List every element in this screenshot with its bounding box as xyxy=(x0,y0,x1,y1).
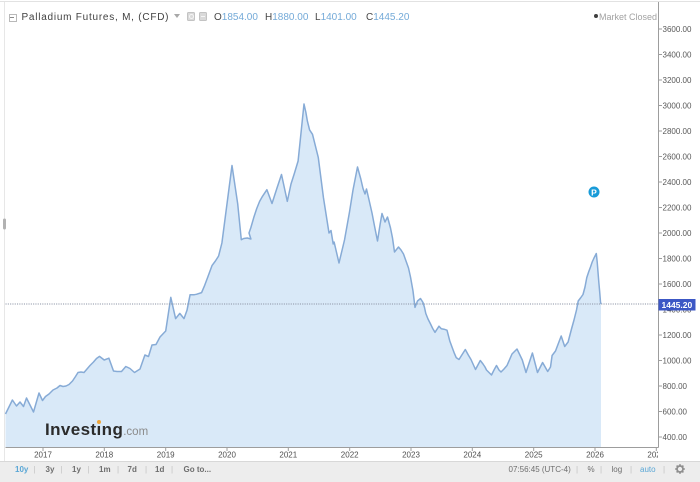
svg-text:800.00: 800.00 xyxy=(663,382,688,391)
svg-text:1800.00: 1800.00 xyxy=(663,254,692,263)
svg-text:2020: 2020 xyxy=(218,450,236,459)
svg-text:2017: 2017 xyxy=(34,450,52,459)
svg-text:2025: 2025 xyxy=(525,450,543,459)
svg-text:2600.00: 2600.00 xyxy=(663,152,692,161)
svg-text:2018: 2018 xyxy=(95,450,113,459)
svg-text:2000.00: 2000.00 xyxy=(663,229,692,238)
svg-text:2021: 2021 xyxy=(279,450,297,459)
svg-text:2027: 2027 xyxy=(647,450,665,459)
svg-text:1200.00: 1200.00 xyxy=(663,331,692,340)
svg-text:2800.00: 2800.00 xyxy=(663,127,692,136)
svg-text:600.00: 600.00 xyxy=(663,407,688,416)
svg-text:2023: 2023 xyxy=(402,450,420,459)
svg-text:2400.00: 2400.00 xyxy=(663,178,692,187)
svg-text:2024: 2024 xyxy=(463,450,481,459)
svg-text:400.00: 400.00 xyxy=(663,433,688,442)
svg-text:1600.00: 1600.00 xyxy=(663,280,692,289)
svg-text:3200.00: 3200.00 xyxy=(663,76,692,85)
svg-text:2019: 2019 xyxy=(157,450,175,459)
svg-text:3000.00: 3000.00 xyxy=(663,101,692,110)
svg-text:2200.00: 2200.00 xyxy=(663,203,692,212)
svg-text:P: P xyxy=(591,187,597,197)
svg-text:1445.20: 1445.20 xyxy=(662,300,693,310)
svg-text:1000.00: 1000.00 xyxy=(663,356,692,365)
svg-text:2026: 2026 xyxy=(586,450,604,459)
svg-text:3600.00: 3600.00 xyxy=(663,25,692,34)
svg-text:3400.00: 3400.00 xyxy=(663,50,692,59)
svg-text:2022: 2022 xyxy=(341,450,359,459)
